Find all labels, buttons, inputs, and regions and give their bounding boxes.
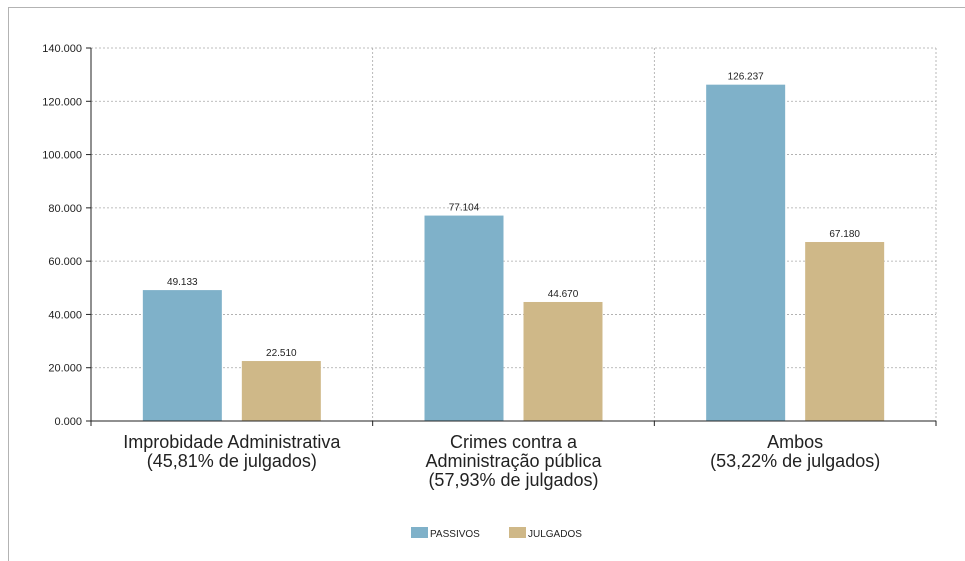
bar-julgados <box>805 242 885 421</box>
x-category-label: Administração pública <box>425 451 602 471</box>
legend-label: JULGADOS <box>528 529 582 540</box>
bar-passivos <box>706 84 786 421</box>
bar-passivos <box>424 215 504 421</box>
data-label: 49.133 <box>167 277 198 288</box>
bar-passivos <box>142 290 222 421</box>
legend-swatch-julgados <box>509 527 526 538</box>
y-tick-label: 0.000 <box>54 416 82 428</box>
y-tick-label: 140.000 <box>42 43 82 55</box>
data-label: 126.237 <box>728 72 765 83</box>
x-category-label: (45,81% de julgados) <box>147 451 317 471</box>
x-category-label: Ambos <box>767 432 823 452</box>
bar-julgados <box>523 301 603 421</box>
data-label: 67.180 <box>829 229 860 240</box>
legend-label: PASSIVOS <box>430 529 480 540</box>
y-tick-label: 60.000 <box>48 256 82 268</box>
y-tick-label: 40.000 <box>48 309 82 321</box>
y-tick-label: 20.000 <box>48 363 82 375</box>
y-tick-label: 80.000 <box>48 203 82 215</box>
chart-frame <box>8 7 965 561</box>
x-category-label: Improbidade Administrativa <box>123 432 341 452</box>
x-category-label: Crimes contra a <box>450 432 578 452</box>
legend-swatch-passivos <box>411 527 428 538</box>
data-label: 44.670 <box>548 289 579 300</box>
x-category-label: (53,22% de julgados) <box>710 451 880 471</box>
bar-julgados <box>241 361 321 421</box>
x-category-label: (57,93% de julgados) <box>428 470 598 490</box>
y-tick-label: 120.000 <box>42 96 82 108</box>
data-label: 77.104 <box>449 203 480 214</box>
data-label: 22.510 <box>266 348 297 359</box>
y-tick-label: 100.000 <box>42 150 82 162</box>
